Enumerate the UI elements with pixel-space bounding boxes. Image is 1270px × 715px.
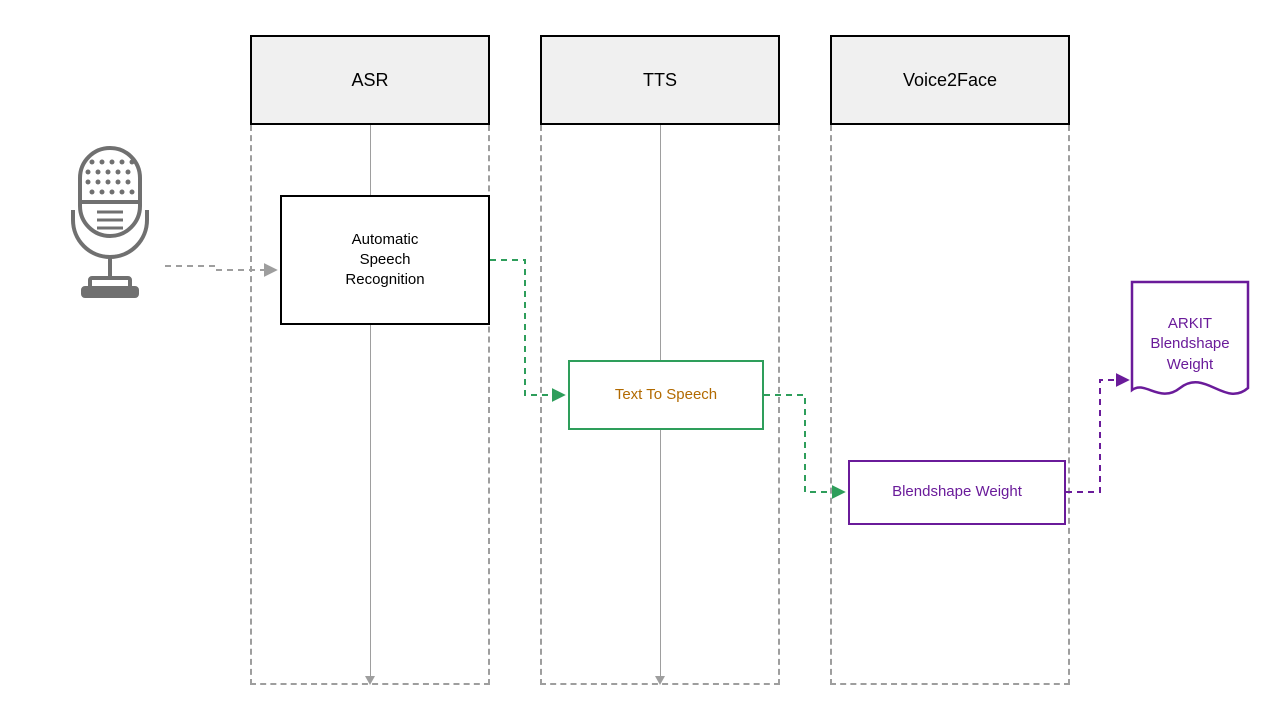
node-asr-label: Automatic Speech Recognition <box>345 230 424 291</box>
lane-title-tts: TTS <box>643 70 677 91</box>
microphone-icon <box>55 140 165 300</box>
lane-header-tts: TTS <box>540 35 780 125</box>
node-tts: Text To Speech <box>568 360 764 430</box>
node-output-label: ARKIT Blendshape Weight <box>1150 310 1229 375</box>
lane-header-v2f: Voice2Face <box>830 35 1070 125</box>
lifeline-asr-arrow <box>365 676 375 685</box>
node-output-arkit: ARKIT Blendshape Weight <box>1130 280 1250 405</box>
lane-title-asr: ASR <box>351 70 388 91</box>
lane-header-asr: ASR <box>250 35 490 125</box>
lifeline-tts-arrow <box>655 676 665 685</box>
node-blendshape: Blendshape Weight <box>848 460 1066 525</box>
node-asr: Automatic Speech Recognition <box>280 195 490 325</box>
lane-title-v2f: Voice2Face <box>903 70 997 91</box>
edge-blend-to-output <box>1066 380 1127 492</box>
node-tts-label: Text To Speech <box>615 385 717 405</box>
node-blendshape-label: Blendshape Weight <box>892 482 1022 502</box>
diagram-canvas: ASR TTS Voice2Face <box>0 0 1270 715</box>
lane-body-v2f <box>830 125 1070 685</box>
